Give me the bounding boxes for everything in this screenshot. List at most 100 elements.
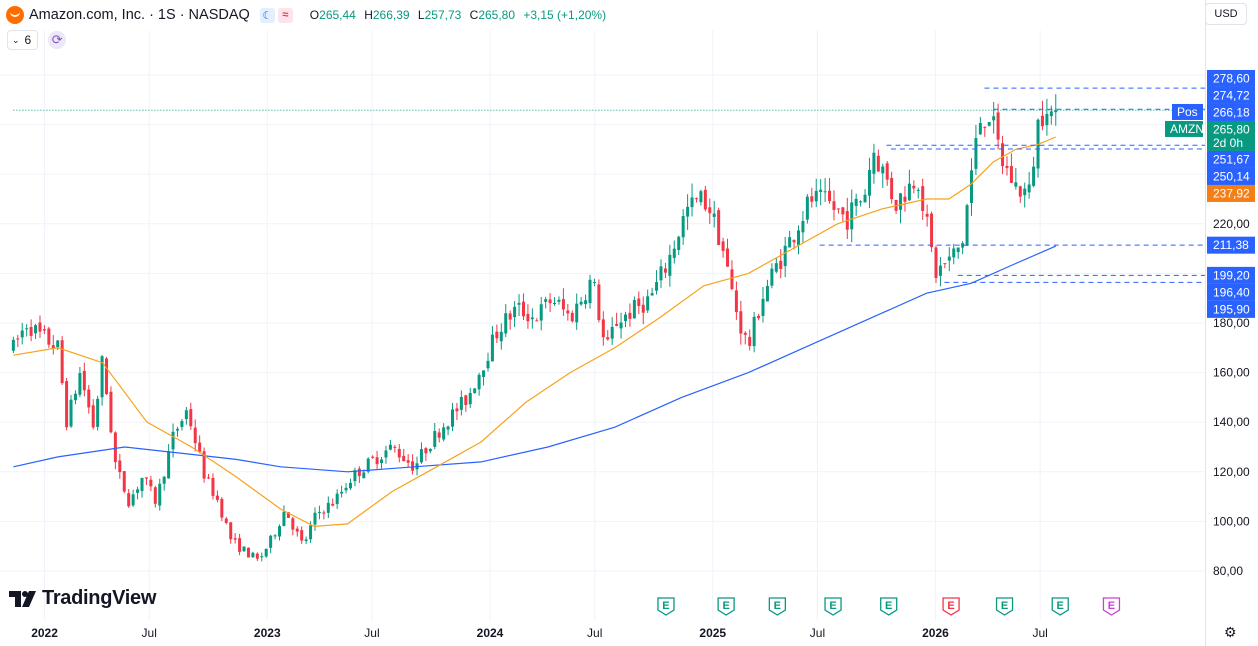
- candle: [668, 244, 672, 287]
- candle-body: [78, 373, 82, 395]
- candle-body: [167, 451, 171, 479]
- candle-body: [278, 526, 282, 537]
- candle: [832, 190, 836, 221]
- candle: [428, 448, 432, 454]
- price-badge: 274,72: [1207, 86, 1255, 104]
- candle: [934, 245, 938, 283]
- candle-body: [779, 260, 783, 269]
- candle-body: [983, 126, 987, 128]
- candle: [38, 315, 42, 338]
- candle-body: [20, 330, 24, 338]
- candle: [446, 425, 450, 436]
- candle-body: [592, 282, 596, 284]
- amazon-logo-icon: [6, 6, 24, 24]
- candle-body: [823, 191, 827, 193]
- candle-body: [757, 315, 761, 319]
- candle: [672, 240, 676, 264]
- candle: [765, 279, 769, 302]
- candle-body: [348, 482, 352, 489]
- candle-body: [300, 530, 304, 541]
- candle-body: [91, 405, 95, 428]
- candle-body: [854, 198, 858, 206]
- x-tick-label: 2022: [31, 626, 58, 640]
- settings-icon[interactable]: ⚙: [1224, 624, 1237, 640]
- y-tick-label: 120,00: [1213, 465, 1250, 479]
- candle: [579, 297, 583, 306]
- candle: [424, 447, 428, 462]
- candle-body: [473, 388, 477, 394]
- candle-body: [233, 538, 237, 540]
- price-level-lines: [13, 87, 1205, 283]
- chart-header: Amazon.com, Inc. · 1S · NASDAQ ☾ ≈ O265,…: [6, 5, 606, 25]
- candle: [956, 247, 960, 259]
- currency-button[interactable]: USD: [1205, 3, 1247, 25]
- candle-body: [353, 470, 357, 482]
- wave-icon[interactable]: ≈: [277, 7, 293, 23]
- candle-body: [726, 248, 730, 267]
- candle-body: [313, 512, 317, 525]
- candle: [82, 362, 86, 397]
- candle-body: [606, 337, 610, 340]
- candle: [566, 304, 570, 321]
- candle-body: [446, 426, 450, 430]
- candle: [757, 313, 761, 321]
- candle-body: [490, 334, 494, 362]
- candle-body: [974, 138, 978, 169]
- indicator-toggle-button[interactable]: ⌄ 6: [7, 30, 39, 50]
- candle: [681, 209, 685, 245]
- candle-body: [322, 512, 326, 514]
- candle: [983, 126, 987, 137]
- earnings-icon-label: E: [1057, 600, 1064, 612]
- candle-body: [411, 461, 415, 471]
- candle-body: [788, 237, 792, 248]
- candle: [380, 456, 384, 469]
- candle-body: [992, 116, 996, 121]
- brand-name: TradingView: [42, 587, 157, 609]
- moon-icon[interactable]: ☾: [259, 7, 275, 23]
- candle: [788, 231, 792, 248]
- candle-body: [269, 535, 273, 548]
- price-badge-bg: [1207, 236, 1255, 254]
- candle: [371, 455, 375, 459]
- price-badge-bg: [1207, 86, 1255, 104]
- price-badge-bg: [1207, 69, 1255, 87]
- earnings-icon-label: E: [829, 600, 836, 612]
- candle: [655, 270, 659, 295]
- candle-body: [513, 306, 517, 318]
- candle: [131, 489, 135, 508]
- candle-body: [521, 301, 525, 317]
- candle-body: [499, 331, 503, 342]
- y-tick-label: 140,00: [1213, 415, 1250, 429]
- candle: [122, 471, 126, 494]
- candle-body: [619, 322, 623, 329]
- candle: [344, 482, 348, 494]
- candle: [903, 186, 907, 212]
- price-tag-label: AMZN: [1170, 122, 1204, 136]
- candle: [774, 257, 778, 274]
- candle: [823, 178, 827, 202]
- candle: [16, 334, 20, 348]
- sync-icon[interactable]: ⟳: [48, 31, 67, 49]
- candle-body: [792, 240, 796, 243]
- candle-body: [251, 552, 255, 558]
- chevron-down-icon: ⌄: [12, 34, 20, 45]
- price-badge: 278,60: [1207, 69, 1255, 87]
- candle-body: [899, 193, 903, 210]
- candle-body: [255, 553, 259, 559]
- candle-body: [1005, 165, 1009, 168]
- candle-body: [553, 303, 557, 305]
- candle-body: [198, 442, 202, 452]
- candle: [136, 486, 140, 500]
- symbol-title[interactable]: Amazon.com, Inc. · 1S · NASDAQ: [29, 7, 250, 23]
- close-value: 265,80: [478, 8, 516, 22]
- candle: [238, 533, 242, 556]
- candle-body: [16, 338, 20, 340]
- candle: [459, 390, 463, 416]
- candle-body: [690, 197, 694, 208]
- candle: [677, 235, 681, 256]
- candle-body: [588, 279, 592, 304]
- tradingview-brand[interactable]: TradingView: [9, 587, 156, 610]
- candle: [916, 187, 920, 199]
- candle-body: [437, 432, 441, 438]
